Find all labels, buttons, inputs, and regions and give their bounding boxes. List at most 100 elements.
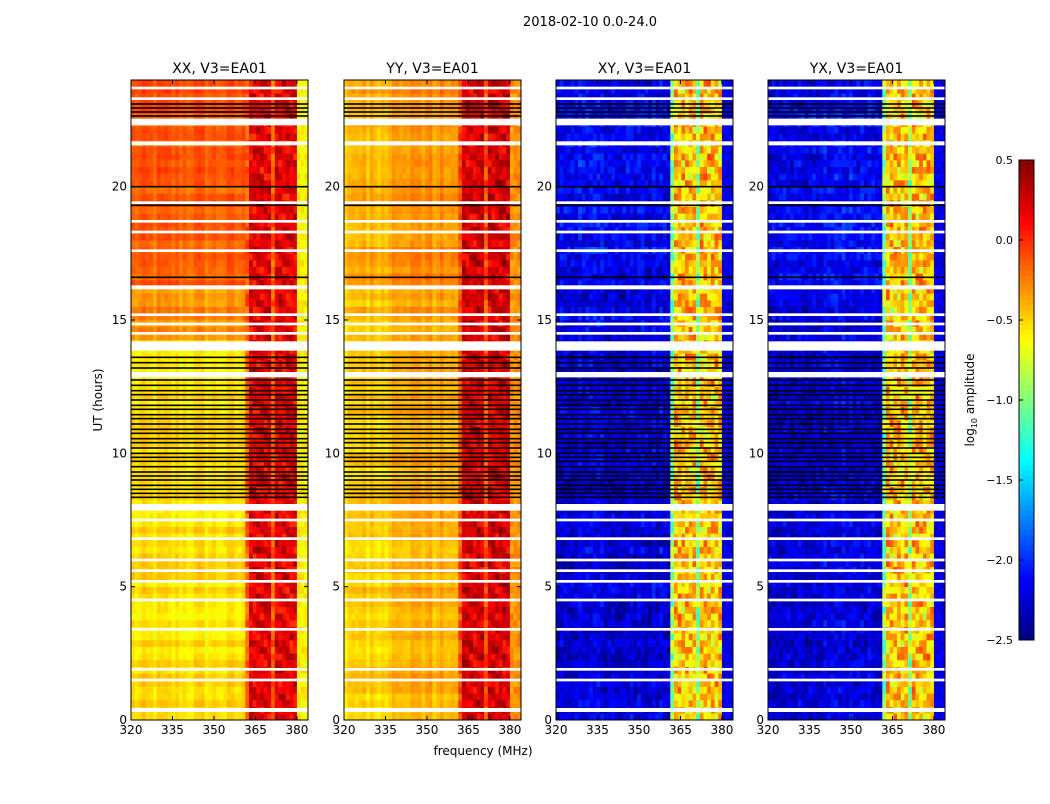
heatmap-cell [469,687,473,694]
heatmap-cell [168,127,172,134]
heatmap-cell [301,653,305,660]
heatmap-cell [249,660,253,667]
heatmap-cell [256,700,260,707]
heatmap-cell [506,687,510,694]
heatmap-cell [146,293,150,300]
heatmap-cell [190,160,194,167]
heatmap-cell [131,360,135,367]
heatmap-cell [282,660,286,667]
heatmap-cell [234,240,238,247]
heatmap-cell [183,233,187,240]
heatmap-cell [260,640,264,647]
heatmap-cell [275,440,279,447]
heatmap-cell [205,607,209,614]
heatmap-cell [242,127,246,134]
heatmap-cell [135,187,139,194]
heatmap-cell [227,660,231,667]
heatmap-cell [264,620,268,627]
flagged-white-row [131,569,308,572]
heatmap-cell [297,687,301,694]
heatmap-cell [279,267,283,274]
heatmap-cell [242,693,246,700]
heatmap-cell [275,240,279,247]
heatmap-cell [205,647,209,654]
heatmap-cell [510,713,514,720]
heatmap-cell [362,713,366,720]
heatmap-cell [175,187,179,194]
heatmap-cell [138,687,142,694]
heatmap-cell [164,647,168,654]
heatmap-cell [245,133,249,140]
heatmap-cell [249,253,253,260]
heatmap-cell [234,620,238,627]
heatmap-cell [146,300,150,307]
heatmap-cell [142,527,146,534]
heatmap-cell [138,187,142,194]
heatmap-cell [190,660,194,667]
heatmap-cell [267,260,271,267]
heatmap-cell [131,300,135,307]
heatmap-cell [161,660,165,667]
heatmap-cell [301,713,305,720]
heatmap-cell [282,360,286,367]
heatmap-cell [153,687,157,694]
heatmap-cell [290,700,294,707]
heatmap-cell [381,693,385,700]
heatmap-cell [208,713,212,720]
heatmap-cell [260,187,264,194]
heatmap-cell [238,693,242,700]
heatmap-cell [245,167,249,174]
heatmap-cell [425,687,429,694]
heatmap-cell [429,700,433,707]
heatmap-cell [234,527,238,534]
heatmap-cell [197,613,201,620]
heatmap-cell [161,300,165,307]
heatmap-cell [234,293,238,300]
heatmap-cell [242,160,246,167]
heatmap-cell [286,173,290,180]
heatmap-cell [172,160,176,167]
heatmap-cell [153,607,157,614]
heatmap-cell [205,407,209,414]
heatmap-cell [168,440,172,447]
heatmap-cell [238,540,242,547]
heatmap-cell [131,440,135,447]
heatmap-cell [297,300,301,307]
heatmap-cell [186,260,190,267]
flagged-black-row [131,433,308,435]
heatmap-cell [220,547,224,554]
flagged-black-row [131,438,308,440]
heatmap-cell [260,240,264,247]
heatmap-cell [264,527,268,534]
heatmap-cell [227,407,231,414]
heatmap-cell [168,300,172,307]
heatmap-cell [227,587,231,594]
heatmap-cell [157,240,161,247]
heatmap-cell [212,613,216,620]
heatmap-cell [275,80,279,87]
heatmap-cell [201,260,205,267]
heatmap-cell [301,547,305,554]
heatmap-cell [205,293,209,300]
heatmap-cell [205,240,209,247]
heatmap-cell [205,153,209,160]
heatmap-cell [267,613,271,620]
heatmap-cell [197,127,201,134]
heatmap-cell [179,620,183,627]
heatmap-cell [201,193,205,200]
heatmap-cell [172,360,176,367]
heatmap-cell [157,613,161,620]
heatmap-cell [440,687,444,694]
heatmap-cell [275,307,279,314]
heatmap-cell [149,187,153,194]
heatmap-cell [216,587,220,594]
heatmap-cell [260,660,264,667]
heatmap-cell [242,360,246,367]
heatmap-cell [161,307,165,314]
heatmap-cell [245,700,249,707]
flagged-black-row [131,362,308,364]
heatmap-cell [473,687,477,694]
flagged-black-row [131,394,308,396]
heatmap-cell [249,127,253,134]
heatmap-cell [260,193,264,200]
